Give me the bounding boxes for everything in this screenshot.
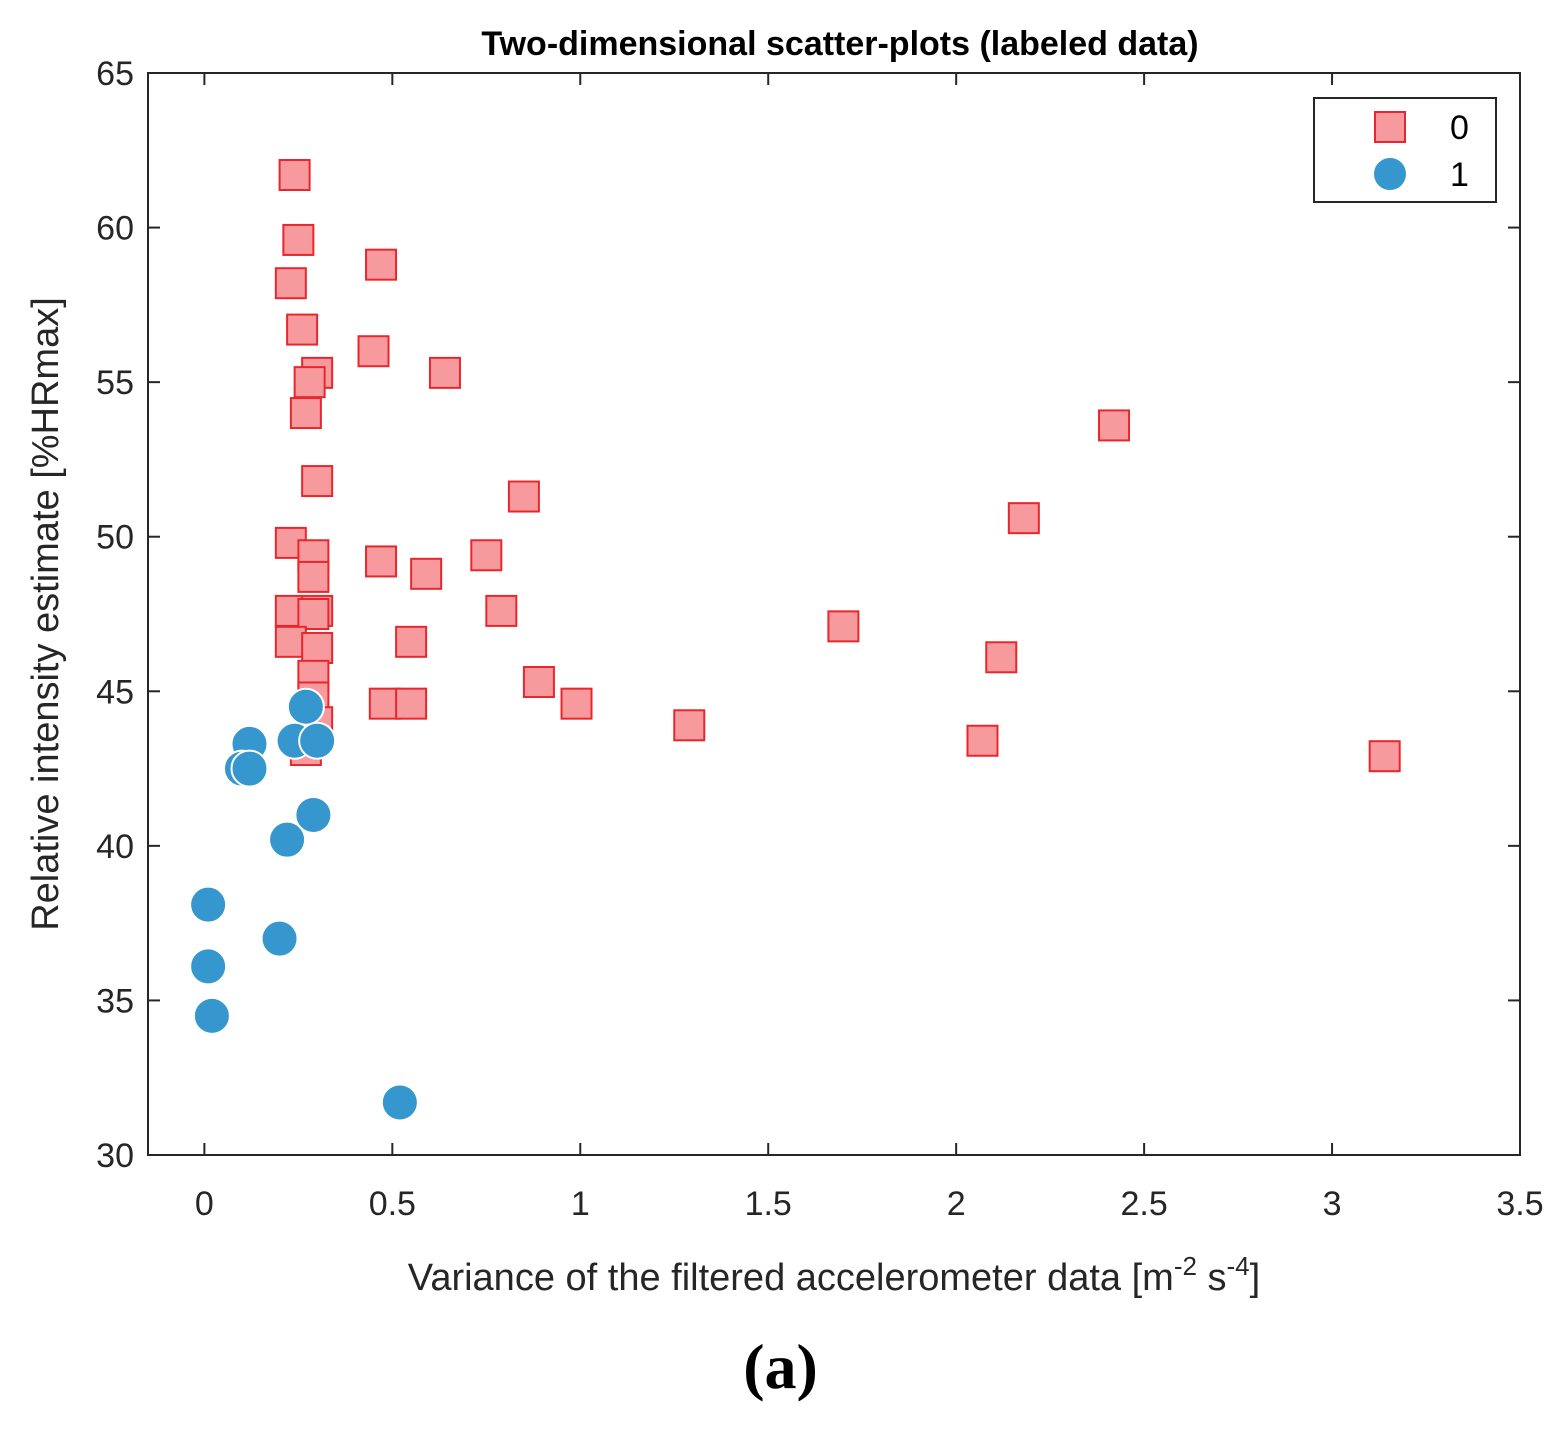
marker-class-0 [395,625,428,658]
marker-class-0 [365,545,398,578]
marker-class-1 [380,1083,419,1122]
marker-class-0 [673,709,706,742]
marker-class-0 [297,560,330,593]
marker-class-1 [189,885,228,924]
y-tick-labels: 30 35 40 45 50 55 60 65 [96,55,134,1175]
x-tick-label: 3.5 [1496,1185,1543,1223]
y-tick-label: 30 [96,1137,134,1175]
data-markers [189,159,1401,1122]
y-tick-label: 60 [96,210,134,248]
marker-class-0 [1007,502,1040,535]
marker-class-0 [1098,409,1131,442]
x-axis-label-end: ] [1250,1257,1261,1299]
marker-class-0 [1368,740,1401,773]
marker-class-1 [260,919,299,958]
marker-class-0 [274,267,307,300]
chart-title: Two-dimensional scatter-plots (labeled d… [481,25,1198,63]
x-tick-label: 3 [1323,1185,1342,1223]
y-tick-label: 50 [96,519,134,557]
marker-class-1 [298,721,337,760]
y-tick-label: 45 [96,673,134,711]
marker-class-0 [365,248,398,281]
x-tick-label: 2.5 [1120,1185,1167,1223]
x-axis-label-main: Variance of the filtered accelerometer d… [408,1257,1174,1299]
marker-class-0 [368,687,401,720]
marker-class-0 [274,625,307,658]
marker-class-0 [522,666,555,699]
marker-class-1 [192,996,231,1035]
marker-class-0 [293,366,326,399]
figure-caption: (a) [743,1331,818,1402]
marker-class-0 [560,687,593,720]
marker-class-1 [230,749,269,788]
y-tick-label: 35 [96,982,134,1020]
marker-class-0 [410,557,443,590]
legend-label-0: 0 [1450,109,1469,147]
marker-class-0 [357,335,390,368]
marker-class-0 [395,687,428,720]
y-tick-label: 40 [96,828,134,866]
marker-class-0 [428,356,461,389]
marker-class-0 [289,397,322,430]
y-tick-label: 55 [96,364,134,402]
marker-class-0 [485,594,518,627]
marker-class-0 [827,610,860,643]
marker-class-0 [301,465,334,498]
x-axis-label: Variance of the filtered accelerometer d… [408,1251,1260,1299]
marker-class-0 [301,632,334,665]
y-tick-label: 65 [96,55,134,93]
marker-class-0 [507,480,540,513]
marker-class-1 [189,947,228,986]
x-tick-label: 0.5 [369,1185,416,1223]
legend-marker-square [1374,111,1406,143]
y-axis-label: Relative intensity estimate [%HRmax] [25,297,67,931]
x-tick-labels: 0 0.5 1 1.5 2 2.5 3 3.5 [195,1185,1544,1223]
x-axis-label-exp1: -2 [1174,1251,1197,1281]
x-tick-label: 0 [195,1185,214,1223]
marker-class-0 [297,598,330,630]
marker-class-0 [470,539,503,572]
marker-class-1 [268,820,307,859]
legend-label-1: 1 [1450,156,1469,194]
marker-class-0 [278,159,311,192]
marker-class-0 [985,641,1018,674]
x-tick-label: 1.5 [745,1185,792,1223]
marker-class-1 [294,795,333,834]
marker-class-0 [966,724,999,757]
x-axis-label-mid: s [1197,1257,1227,1299]
x-tick-label: 1 [571,1185,590,1223]
marker-class-0 [286,313,319,346]
x-axis-label-exp2: -4 [1227,1251,1250,1281]
x-tick-label: 2 [947,1185,966,1223]
legend-marker-circle [1372,156,1408,192]
marker-class-0 [282,223,315,256]
legend: 0 1 [1313,97,1497,203]
plot-area-frame [147,72,1521,1156]
marker-class-1 [286,687,325,726]
